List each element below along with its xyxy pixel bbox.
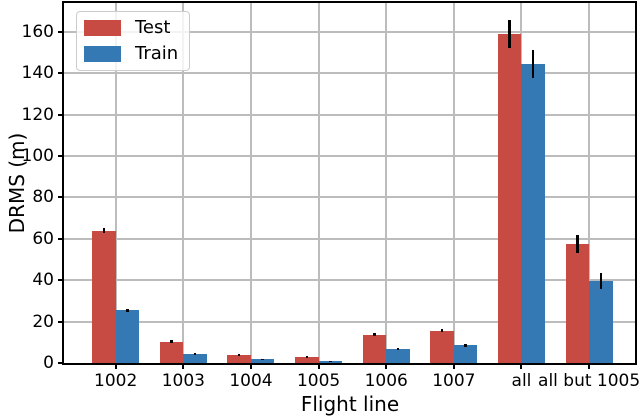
y-axis-label: DRMS (m) [5, 132, 29, 234]
y-tick-mark [58, 72, 64, 75]
legend-label-test: Test [135, 17, 171, 38]
x-tick-label: 1002 [94, 371, 138, 391]
grid-line-v [317, 3, 320, 363]
y-tick-mark [58, 30, 64, 33]
x-tick-mark [114, 363, 117, 369]
bar-train-1002 [115, 310, 140, 363]
grid-line-h [64, 72, 635, 75]
error-bar-test-1002 [102, 228, 106, 233]
bar-train-1003 [183, 353, 207, 363]
grid-line-v [452, 3, 455, 363]
error-bar-test-1003 [170, 340, 173, 344]
grid-line-h [64, 320, 635, 323]
legend: Test Train [76, 11, 190, 71]
bar-test-all-but-1005 [565, 243, 590, 363]
x-tick-mark [182, 363, 185, 369]
x-axis-label: Flight line [300, 392, 400, 416]
error-bar-test-all [508, 19, 511, 49]
y-tick-label: 60 [32, 228, 54, 249]
grid-line-v [249, 3, 252, 363]
y-tick-mark [58, 155, 64, 158]
error-bar-test-all-but-1005 [576, 234, 579, 253]
bar-test-1005 [295, 357, 319, 363]
error-bar-train-1003 [193, 353, 197, 355]
x-tick-label: 1005 [296, 371, 341, 391]
x-tick-label: 1003 [161, 371, 205, 391]
bar-test-1006 [362, 334, 387, 363]
legend-entry-train: Train [84, 45, 178, 63]
bar-test-1003 [159, 341, 184, 363]
grid-line-h [64, 279, 635, 282]
error-bar-test-1004 [237, 353, 241, 356]
y-tick-mark [58, 113, 64, 116]
bar-train-1005 [318, 361, 343, 363]
y-tick-label: 140 [21, 63, 54, 84]
error-bar-train-1002 [126, 308, 129, 313]
grid-line-h [64, 155, 635, 158]
y-tick-label: 20 [32, 311, 54, 332]
y-tick-label: 100 [21, 146, 54, 167]
y-tick-label: 40 [32, 270, 54, 291]
bar-train-all-but-1005 [589, 280, 613, 363]
error-bar-train-1004 [261, 358, 264, 361]
x-tick-label: all [511, 371, 532, 391]
x-tick-mark [520, 363, 523, 369]
error-bar-train-1006 [396, 347, 400, 350]
plot-area [64, 3, 635, 363]
bar-test-1007 [430, 330, 454, 363]
bar-test-1004 [227, 354, 251, 363]
error-bar-test-1005 [305, 356, 309, 358]
error-bar-train-all-but-1005 [599, 273, 603, 289]
error-bar-train-all [531, 49, 535, 78]
y-tick-label: 120 [21, 104, 54, 125]
x-tick-mark [317, 363, 320, 369]
bar-test-all [497, 34, 522, 363]
y-tick-mark [58, 237, 64, 240]
y-tick-label: 0 [43, 353, 54, 373]
grid-line-v [385, 3, 388, 363]
error-bar-train-1005 [329, 360, 332, 362]
bar-train-1007 [453, 345, 478, 363]
error-bar-train-1007 [464, 344, 467, 347]
x-tick-mark [385, 363, 388, 369]
y-tick-mark [58, 196, 64, 199]
x-tick-label: all but 1005 [538, 371, 640, 391]
legend-entry-test: Test [84, 19, 170, 37]
bar-train-1006 [386, 348, 410, 363]
grid-line-h [64, 196, 635, 199]
y-tick-mark [58, 320, 64, 323]
grid-line-v [182, 3, 185, 363]
grid-line-h [64, 113, 635, 116]
grid-line-h [64, 237, 635, 240]
x-tick-mark [249, 363, 252, 369]
grid-line-v [114, 3, 117, 363]
error-bar-test-1006 [373, 333, 376, 337]
x-tick-mark [588, 363, 591, 369]
x-tick-label: 1006 [364, 371, 408, 391]
y-tick-mark [58, 279, 64, 282]
legend-swatch-train [84, 46, 121, 62]
x-tick-mark [452, 363, 455, 369]
bar-train-1004 [250, 359, 275, 363]
grid-line-v [588, 3, 591, 363]
bar-test-1002 [92, 230, 116, 363]
grid-line-h [64, 30, 635, 33]
y-tick-label: 160 [21, 21, 54, 42]
legend-label-train: Train [135, 43, 179, 64]
y-tick-mark [58, 362, 64, 364]
bar-train-all [521, 63, 545, 363]
x-tick-label: 1007 [432, 371, 476, 391]
x-tick-label: 1004 [229, 371, 273, 391]
error-bar-test-1007 [440, 329, 444, 333]
legend-swatch-test [84, 20, 121, 36]
y-tick-label: 80 [32, 187, 54, 208]
